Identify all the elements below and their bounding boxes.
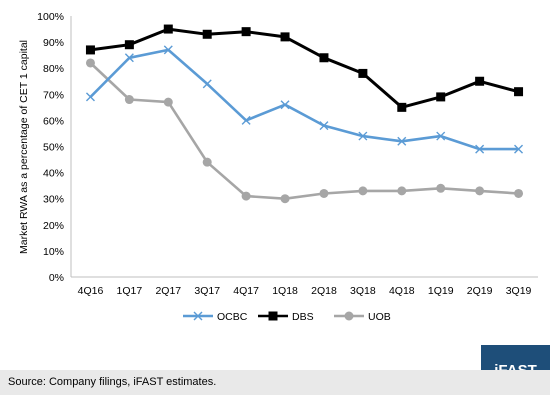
data-point-uob: [514, 188, 524, 198]
x-tick-label: 4Q18: [389, 285, 415, 297]
data-point-ocbc: [475, 144, 485, 154]
data-point-uob: [124, 95, 134, 105]
data-point-dbs: [397, 102, 407, 112]
chart-area: Market RWA as a percentage of CET 1 capi…: [18, 11, 538, 323]
data-point-uob: [358, 186, 368, 196]
legend-label: OCBC: [217, 311, 248, 323]
data-point-ocbc: [514, 144, 524, 154]
x-tick-label: 3Q19: [506, 285, 532, 297]
x-tick-label: 2Q17: [155, 285, 181, 297]
x-tick-label: 1Q19: [428, 285, 454, 297]
legend-entry-ocbc: OCBC: [183, 311, 248, 323]
legend-label: DBS: [292, 311, 314, 323]
data-point-dbs: [268, 311, 278, 321]
data-point-uob: [319, 188, 329, 198]
data-point-ocbc: [85, 92, 95, 102]
y-tick-label: 90%: [43, 37, 64, 49]
data-point-uob: [280, 194, 290, 204]
data-point-dbs: [280, 32, 290, 42]
data-point-dbs: [163, 24, 173, 34]
y-tick-label: 70%: [43, 89, 64, 101]
data-point-uob: [436, 183, 446, 193]
x-tick-label: 3Q17: [194, 285, 220, 297]
legend-entry-dbs: DBS: [258, 311, 314, 323]
x-tick-label: 3Q18: [350, 285, 376, 297]
y-tick-label: 60%: [43, 115, 64, 127]
y-tick-label: 0%: [49, 272, 64, 284]
data-point-ocbc: [319, 121, 329, 131]
data-point-dbs: [436, 92, 446, 102]
data-point-dbs: [124, 40, 134, 50]
data-point-dbs: [319, 53, 329, 63]
data-point-ocbc: [124, 53, 134, 63]
data-point-uob: [241, 191, 251, 201]
data-point-ocbc: [358, 131, 368, 141]
y-tick-label: 30%: [43, 194, 64, 206]
data-point-dbs: [358, 68, 368, 78]
source-note: Source: Company filings, iFAST estimates…: [8, 376, 217, 388]
data-point-ocbc: [397, 136, 407, 146]
data-point-ocbc: [193, 311, 203, 321]
legend-label: UOB: [368, 311, 391, 323]
data-point-uob: [397, 186, 407, 196]
data-point-ocbc: [241, 115, 251, 125]
data-point-uob: [475, 186, 485, 196]
legend-entry-uob: UOB: [334, 311, 391, 323]
data-point-ocbc: [202, 79, 212, 89]
data-point-uob: [163, 97, 173, 107]
y-axis-label: Market RWA as a percentage of CET 1 capi…: [18, 40, 30, 254]
data-point-dbs: [514, 87, 524, 97]
x-tick-label: 4Q16: [78, 285, 104, 297]
x-tick-label: 2Q18: [311, 285, 337, 297]
y-tick-label: 80%: [43, 63, 64, 75]
data-point-dbs: [241, 27, 251, 37]
series-line-uob: [89, 62, 519, 200]
y-tick-label: 10%: [43, 246, 64, 258]
line-chart: Market RWA as a percentage of CET 1 capi…: [18, 11, 538, 323]
y-tick-label: 20%: [43, 220, 64, 232]
data-point-dbs: [85, 45, 95, 55]
series-line-ocbc: [89, 48, 519, 151]
x-tick-label: 1Q17: [117, 285, 143, 297]
x-tick-label: 1Q18: [272, 285, 298, 297]
y-tick-label: 50%: [43, 142, 64, 154]
data-point-dbs: [202, 29, 212, 39]
x-tick-label: 2Q19: [467, 285, 493, 297]
series-ocbc: [85, 45, 524, 154]
data-point-uob: [344, 311, 354, 321]
y-tick-label: 100%: [37, 11, 64, 23]
data-point-uob: [85, 58, 95, 68]
data-point-ocbc: [436, 131, 446, 141]
data-point-uob: [202, 157, 212, 167]
series-dbs: [85, 24, 524, 112]
data-point-ocbc: [280, 100, 290, 110]
y-tick-label: 40%: [43, 168, 64, 180]
series-line-dbs: [90, 27, 519, 109]
data-point-ocbc: [163, 45, 173, 55]
series-uob: [85, 58, 524, 204]
x-tick-label: 4Q17: [233, 285, 259, 297]
footer-bar: Source: Company filings, iFAST estimates…: [0, 370, 550, 395]
data-point-dbs: [475, 76, 485, 86]
